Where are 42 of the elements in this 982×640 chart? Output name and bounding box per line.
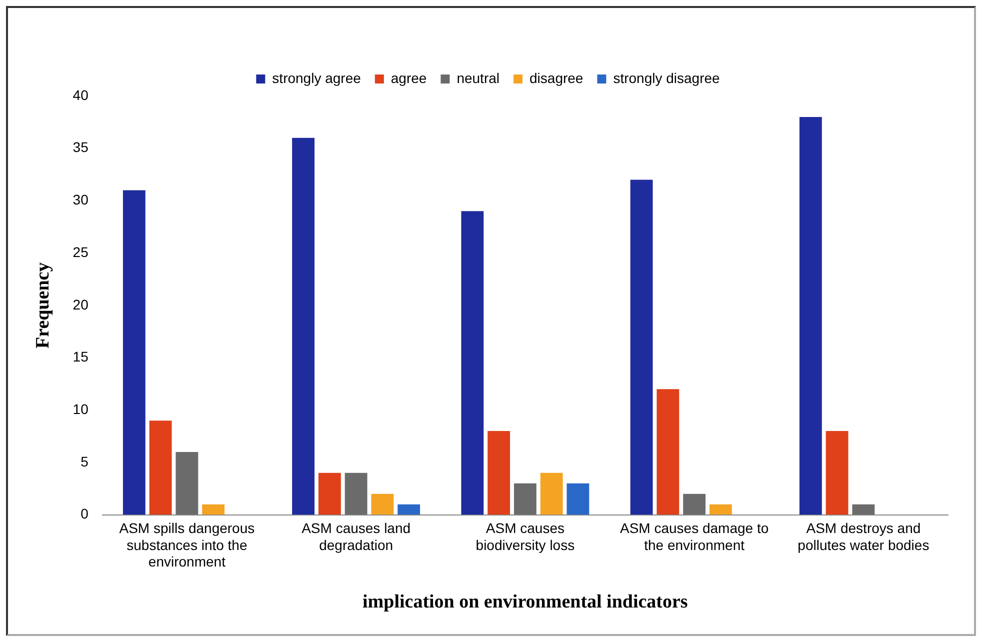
- y-tick-label: 0: [80, 506, 89, 522]
- bar: [461, 211, 484, 515]
- y-tick-label: 20: [72, 296, 89, 312]
- bar: [292, 138, 315, 515]
- bar: [566, 483, 590, 515]
- x-tick-label: ASM causes biodiversity loss: [476, 520, 575, 553]
- legend-label: strongly agree: [272, 70, 362, 86]
- bar: [176, 452, 198, 515]
- bar: [826, 431, 848, 515]
- y-tick-label: 30: [72, 192, 89, 208]
- y-tick-label: 10: [72, 400, 89, 417]
- x-tick-label: ASM destroys and pollutes water bodies: [798, 520, 930, 553]
- bar: [540, 472, 563, 515]
- bar: [656, 389, 680, 515]
- bar: [318, 472, 341, 515]
- y-tick-label: 5: [80, 453, 89, 470]
- bar: [799, 116, 822, 515]
- legend-label: disagree: [530, 70, 584, 86]
- y-tick-label: 15: [72, 348, 89, 365]
- y-tick-label: 25: [72, 244, 89, 260]
- bar: [709, 504, 732, 515]
- bar: [488, 431, 510, 515]
- bar: [514, 483, 536, 515]
- x-tick-label: ASM causes damage to the environment: [620, 520, 769, 553]
- bar: [344, 472, 368, 515]
- x-tick-label: ASM causes land degradation: [302, 520, 411, 553]
- legend-label: neutral: [456, 70, 500, 86]
- bar: [630, 180, 653, 515]
- bar: [122, 190, 146, 515]
- x-axis-title: implication on environmental indicators: [362, 592, 688, 613]
- y-tick-label: 35: [72, 139, 89, 156]
- bar: [149, 420, 172, 515]
- legend-label: strongly disagree: [613, 70, 720, 86]
- bar: [852, 504, 875, 515]
- bar: [398, 504, 420, 515]
- x-tick-label: ASM spills dangerous substances into the environment: [119, 520, 255, 570]
- bar: [371, 494, 394, 515]
- bar: [202, 504, 225, 515]
- bar: [683, 494, 706, 515]
- y-axis-title: Frequency: [32, 262, 54, 348]
- y-tick-label: 40: [72, 86, 89, 103]
- legend-label: agree: [390, 70, 427, 86]
